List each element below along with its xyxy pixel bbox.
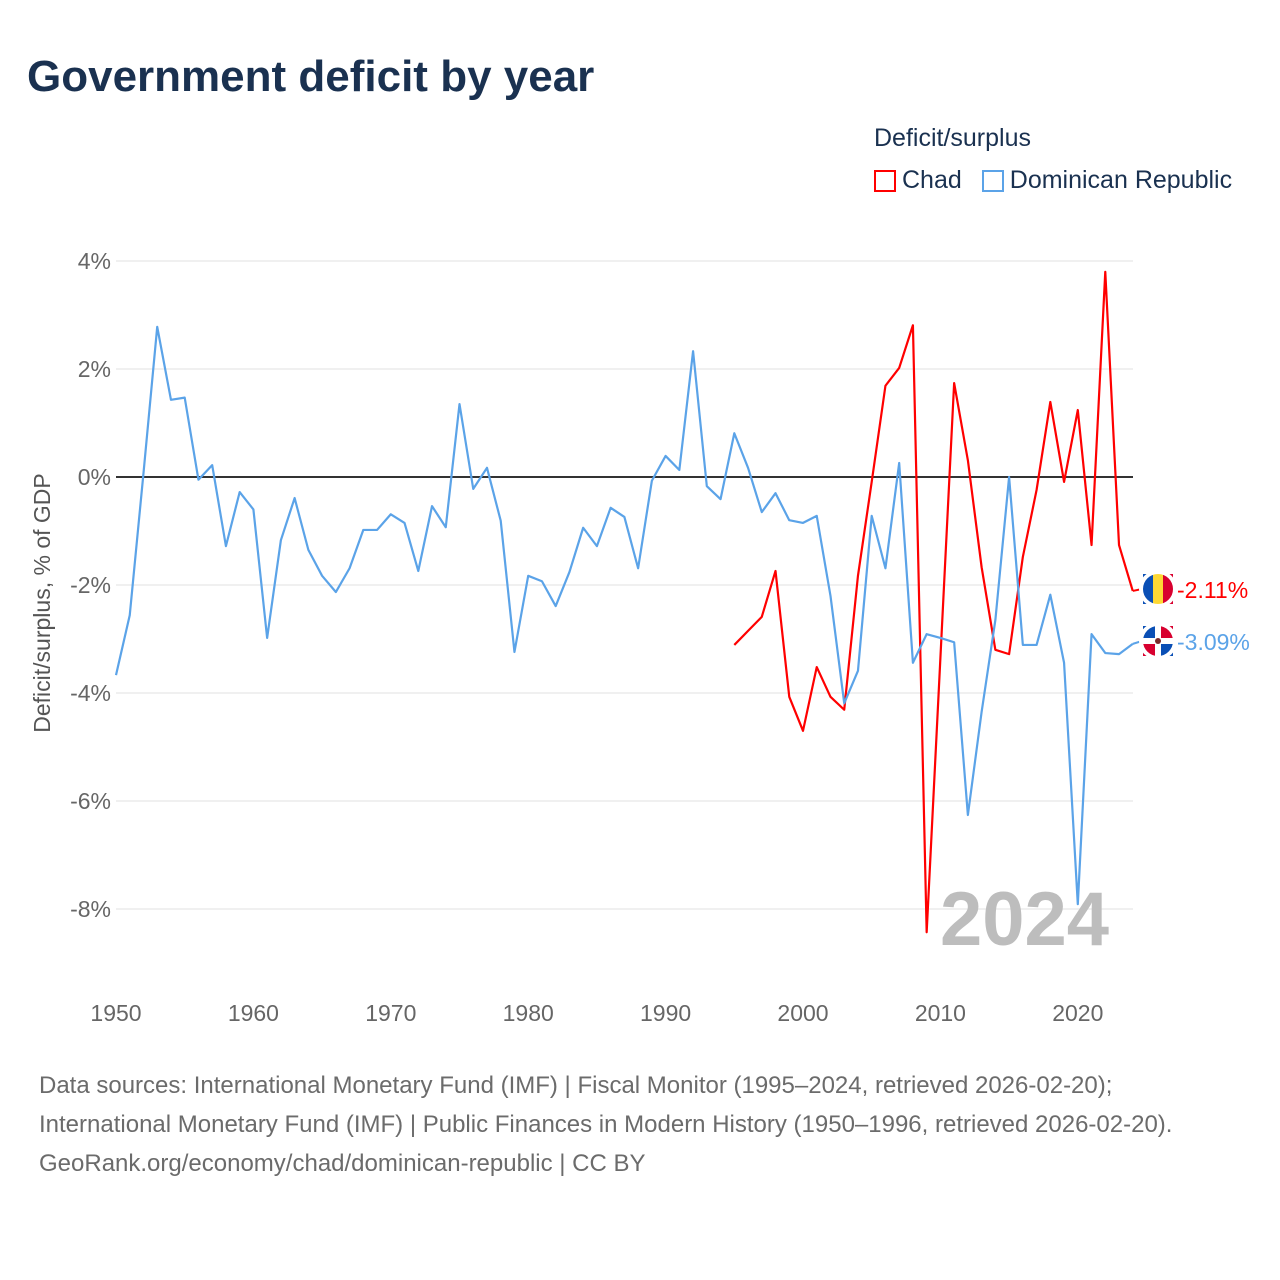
flag-chad-red	[1163, 574, 1173, 604]
end-label-dominican-republic: -3.09%	[1177, 629, 1250, 655]
x-tick-label: 2020	[1052, 1000, 1103, 1026]
y-tick-label: 2%	[78, 356, 111, 382]
footer: Data sources: International Monetary Fun…	[39, 1066, 1239, 1183]
y-tick-label: -4%	[70, 680, 111, 706]
legend-title: Deficit/surplus	[874, 124, 1031, 152]
legend-swatch-chad	[874, 169, 896, 192]
year-watermark: 2024	[940, 877, 1110, 962]
y-tick-label: -8%	[70, 896, 111, 922]
x-tick-label: 1970	[365, 1000, 416, 1026]
y-tick-label: 4%	[78, 248, 111, 274]
flag-dr-emblem	[1155, 638, 1161, 644]
plot-area: Deficit/surplus, % of GDP 4% 2% 0% -2% -4% -6…	[29, 248, 1250, 1026]
flag-chad-yellow	[1153, 574, 1163, 604]
series-line-dominican-republic	[114, 325, 1134, 906]
end-label-chad: -2.11%	[1177, 577, 1248, 603]
x-tick-label: 2000	[777, 1000, 828, 1026]
x-tick-label: 1960	[228, 1000, 279, 1026]
y-tick-label: -2%	[70, 572, 111, 598]
y-axis-label: Deficit/surplus, % of GDP	[29, 473, 55, 732]
legend-label-chad: Chad	[902, 166, 962, 194]
y-tick-label: 0%	[78, 464, 111, 490]
x-tick-label: 1990	[640, 1000, 691, 1026]
flag-chad-blue	[1143, 574, 1153, 604]
legend-item-dominican-republic[interactable]: Dominican Republic	[981, 166, 1233, 195]
legend-swatch-dominican-republic	[981, 169, 1004, 192]
data-sources: Data sources: International Monetary Fun…	[39, 1072, 1173, 1138]
series-line-chad	[733, 270, 1134, 934]
x-tick-label: 1950	[90, 1000, 141, 1026]
chart-title: Government deficit by year	[27, 52, 595, 101]
flag-mask-dominican-republic	[1139, 622, 1177, 660]
credit-link[interactable]: GeoRank.org/economy/chad/dominican-repub…	[39, 1150, 646, 1177]
x-tick-label: 1980	[503, 1000, 554, 1026]
legend-label-dominican-republic: Dominican Republic	[1009, 166, 1233, 194]
legend-item-chad[interactable]: Chad	[874, 166, 962, 195]
flag-mask-chad	[1139, 570, 1177, 608]
x-tick-label: 2010	[915, 1000, 966, 1026]
legend: Chad Dominican Republic	[874, 166, 1232, 195]
y-tick-label: -6%	[70, 788, 111, 814]
